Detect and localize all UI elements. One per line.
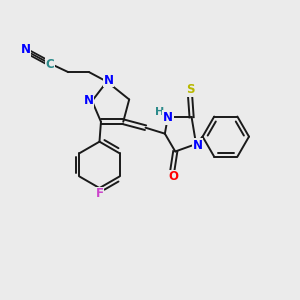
Text: N: N: [193, 139, 202, 152]
Text: N: N: [83, 94, 94, 107]
Text: F: F: [95, 188, 104, 200]
Text: N: N: [163, 111, 173, 124]
Text: C: C: [46, 58, 54, 71]
Text: H: H: [155, 107, 164, 117]
Text: N: N: [21, 43, 31, 56]
Text: O: O: [169, 170, 179, 183]
Text: S: S: [186, 83, 194, 97]
Text: N: N: [103, 74, 113, 87]
